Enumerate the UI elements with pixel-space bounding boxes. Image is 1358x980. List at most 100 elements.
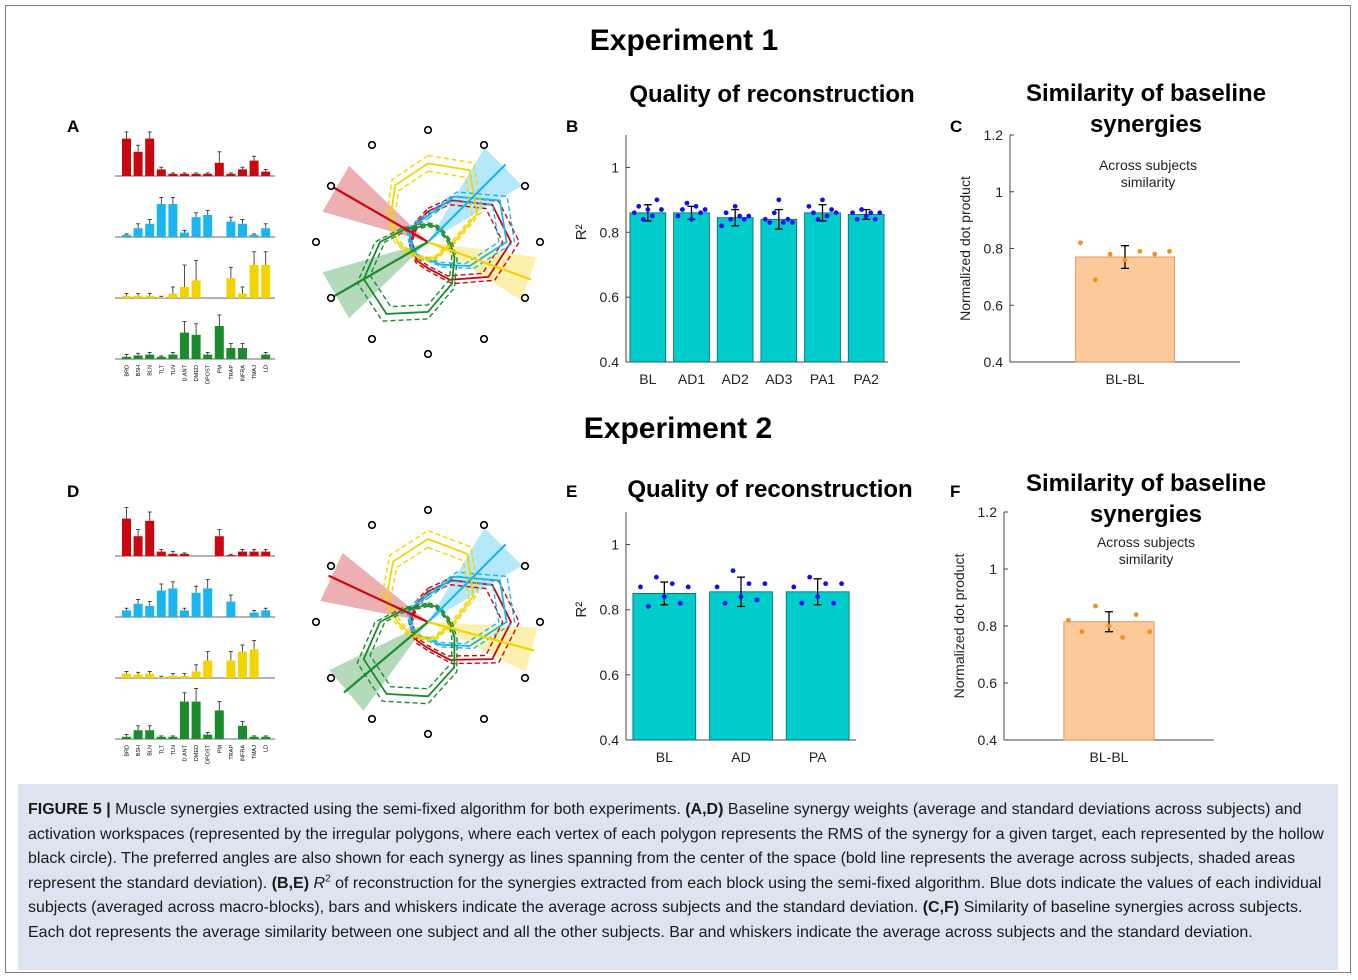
synergy-weight-bar — [180, 173, 189, 176]
subject-dot — [815, 216, 821, 222]
preferred-angle-sd-sector — [322, 242, 428, 319]
synergy-weight-bar — [156, 356, 166, 359]
synergy-weight-bar — [249, 265, 259, 298]
subject-dot — [754, 597, 760, 603]
workspace-polygon-sd-inner — [369, 605, 453, 690]
subject-dot — [719, 223, 724, 229]
synergy-weight-bar — [180, 553, 189, 556]
synergy-weight-bar — [238, 348, 247, 359]
subject-dot — [689, 216, 694, 222]
y-tick-label: 1 — [995, 184, 1003, 200]
y-tick-label: 0.4 — [600, 354, 620, 370]
activation-workspace — [311, 505, 545, 739]
subject-dot — [790, 220, 795, 225]
muscle-label: LD — [264, 745, 270, 752]
target-circle — [311, 617, 321, 627]
chart-title: Quality of reconstruction — [629, 81, 914, 108]
workspace-polygon-mean — [385, 537, 475, 641]
synergy-weight-bar — [122, 673, 131, 678]
x-tick-label: AD3 — [765, 371, 792, 387]
subject-dot — [807, 574, 813, 580]
chart-title: Quality of reconstruction — [627, 476, 912, 503]
preferred-angle-sd-sector — [320, 552, 428, 622]
synergy-weight-bar — [203, 354, 213, 359]
quality-chart: Quality of reconstruction 0.4 0.6 0.8 1 R² BL A… — [573, 81, 915, 387]
caption-be-text: of reconstruction for the synergies extr… — [28, 874, 1322, 917]
quality-bar — [673, 212, 710, 363]
y-tick-label: 0.8 — [600, 224, 620, 240]
synergy-weight-bar — [261, 610, 271, 617]
preferred-angle-line — [427, 163, 507, 243]
muscle-label: TRAP — [229, 745, 235, 760]
synergy-weights-4 — [115, 688, 275, 740]
y-tick-label: 1.2 — [978, 504, 998, 520]
subject-dot — [702, 207, 708, 212]
y-tick-label: 0.4 — [600, 732, 620, 748]
quality-bar — [629, 212, 667, 363]
subject-dot — [746, 581, 752, 587]
subject-dot — [829, 207, 834, 212]
experiment-heading: Experiment 1 — [590, 24, 778, 57]
muscle-label: LD — [264, 365, 270, 372]
subject-dot — [762, 216, 768, 222]
synergy-weight-bar — [191, 334, 201, 359]
target-circle — [326, 561, 336, 571]
synergy-weight-bar — [203, 215, 213, 237]
subject-dot — [640, 216, 646, 222]
workspace-polygon-mean — [362, 603, 456, 698]
annotation-line2: similarity — [1121, 174, 1175, 190]
synergy-weight-bar — [191, 173, 201, 176]
synergy-weight-bar — [226, 660, 236, 678]
synergy-weight-bar — [168, 553, 178, 556]
x-tick-label: PA — [809, 749, 827, 765]
synergy-weight-bar — [191, 280, 201, 298]
subject-dot — [638, 584, 643, 590]
synergy-weights-4 — [115, 314, 275, 360]
synergy-weight-bar — [261, 228, 271, 237]
target-circle — [520, 293, 530, 303]
synergy-weight-bar — [156, 590, 166, 617]
quality-bar — [785, 591, 850, 741]
subject-dot — [1107, 251, 1113, 257]
panel-label: E — [566, 482, 577, 501]
subject-dot — [1120, 635, 1125, 640]
synergy-weight-bar — [133, 151, 143, 176]
preferred-angle-line — [332, 186, 429, 243]
target-circle — [479, 520, 489, 530]
annotation-line1: Across subjects — [1099, 157, 1197, 173]
subject-dot — [732, 203, 738, 209]
synergy-weight-bar — [122, 356, 131, 359]
subject-dot — [824, 213, 830, 219]
synergy-weight-bar — [191, 592, 201, 617]
subject-dot — [645, 207, 651, 212]
target-circle — [367, 140, 377, 150]
subject-dot — [831, 600, 836, 606]
subject-dot — [1079, 629, 1085, 635]
synergy-weight-bar — [133, 355, 143, 359]
experiment-2-row: Experiment 2 D E F BRD BSH BLN TLT TLN D.ANT DMED D… — [67, 412, 1266, 765]
synergy-weight-bar — [168, 293, 178, 298]
synergy-weight-bar — [238, 223, 247, 237]
caption-ad-text: Baseline synergy weights (average and st… — [28, 801, 1324, 892]
panel-label: A — [67, 117, 79, 136]
y-tick-label: 0.4 — [978, 732, 998, 748]
synergy-weight-bar — [226, 601, 236, 617]
subject-dot — [741, 216, 747, 222]
target-circle — [520, 673, 530, 683]
synergy-weight-bar — [180, 332, 189, 359]
synergy-weight-bar — [133, 730, 143, 739]
synergy-weight-bar — [168, 675, 178, 678]
y-axis-label: Normalized dot product — [951, 554, 967, 699]
subject-dot — [815, 594, 821, 600]
synergy-weights-2 — [115, 196, 275, 238]
subject-dot — [839, 581, 844, 587]
subject-dot — [872, 216, 878, 222]
workspace-polygon-sd-outer — [356, 602, 458, 705]
synergy-weight-bar — [168, 588, 178, 617]
subject-dot — [659, 207, 664, 212]
muscle-label: D.ANT — [183, 364, 189, 381]
synergy-weight-bar — [180, 701, 189, 739]
synergy-weight-bar — [249, 160, 259, 176]
y-axis-label: R² — [573, 602, 590, 618]
subject-dot — [762, 581, 768, 587]
